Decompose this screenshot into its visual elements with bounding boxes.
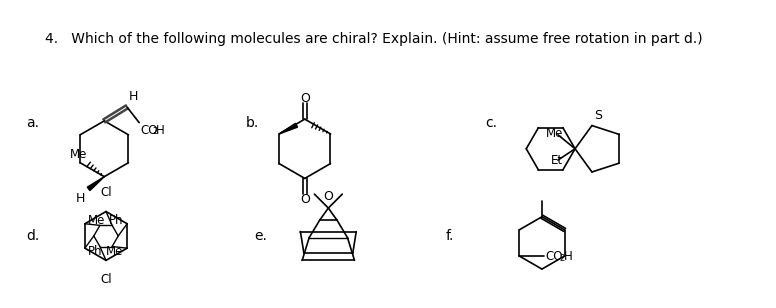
Text: 2: 2 [152,127,158,136]
Text: 4.   Which of the following molecules are chiral? Explain. (Hint: assume free ro: 4. Which of the following molecules are … [45,32,702,46]
Text: Ph: Ph [88,245,103,258]
Text: S: S [594,109,601,122]
Text: Ph: Ph [109,214,123,227]
Text: e.: e. [255,229,267,243]
Text: Cl: Cl [100,186,112,199]
Text: a.: a. [26,116,39,130]
Text: c.: c. [485,116,497,130]
Text: Cl: Cl [100,273,112,286]
Text: O: O [300,193,310,206]
Text: Me: Me [88,214,106,227]
Text: H: H [76,192,85,205]
Text: H: H [563,249,573,262]
Text: Et: Et [551,155,563,168]
Text: Me: Me [70,148,87,161]
Text: Me: Me [106,245,123,258]
Text: CO: CO [140,124,158,137]
Text: d.: d. [26,229,39,243]
Text: O: O [324,190,333,203]
Text: f.: f. [446,229,455,243]
Text: b.: b. [245,116,258,130]
Text: 2: 2 [559,254,565,263]
Text: Me: Me [546,127,563,140]
Text: CO: CO [546,249,563,262]
Text: O: O [300,92,310,105]
Text: H: H [156,124,165,137]
Text: H: H [129,91,138,103]
Polygon shape [87,177,104,191]
Polygon shape [279,123,297,134]
